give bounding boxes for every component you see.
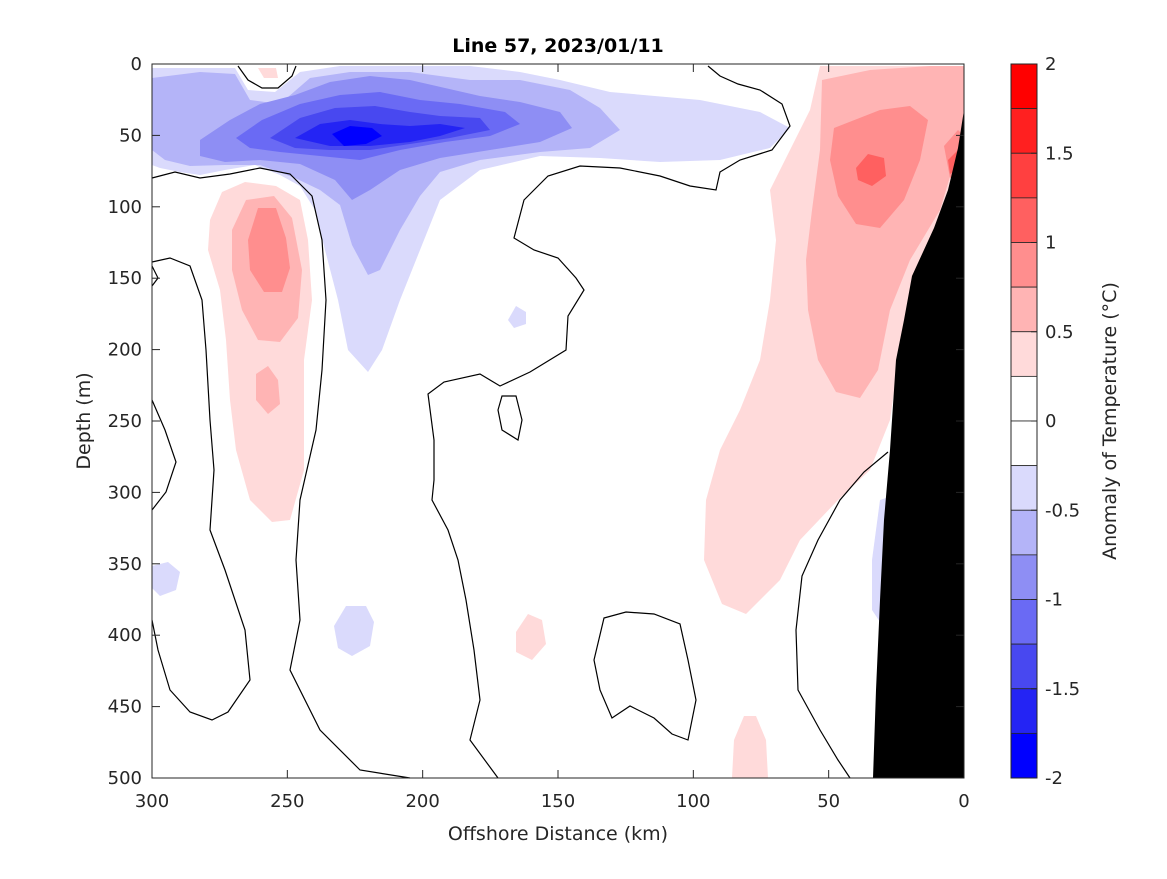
colorbar-label: Anomaly of Temperature (°C) — [1099, 282, 1121, 560]
colorbar-swatch — [1010, 420, 1038, 467]
cold-core — [332, 126, 382, 146]
zero-contour-2 — [151, 257, 251, 721]
colorbar-swatch — [1010, 465, 1038, 511]
colorbar-tick-label: 2 — [1045, 54, 1056, 75]
colorbar-swatch — [1010, 688, 1038, 734]
colorbar-swatch — [1010, 554, 1038, 600]
warm-patch-1 — [516, 614, 546, 660]
y-tick-label: 300 — [108, 482, 142, 503]
cold-patch-2 — [152, 562, 180, 596]
colorbar-swatch — [1010, 732, 1038, 779]
zero-contour-lines — [151, 65, 889, 779]
zero-contour-6 — [427, 65, 791, 779]
cold-patch-1 — [508, 306, 526, 328]
colorbar-swatch — [1010, 509, 1038, 556]
colorbar-swatch — [1010, 331, 1038, 377]
bathymetry-mask — [873, 110, 964, 778]
y-tick-label: 350 — [108, 554, 142, 575]
warm-offshore-3 — [248, 208, 290, 292]
colorbar-tick-label: 1.5 — [1045, 143, 1074, 164]
y-tick-label: 250 — [108, 411, 142, 432]
colorbar-tick-label: -2 — [1045, 768, 1063, 789]
zero-contour-3 — [151, 399, 177, 511]
zero-contour-7 — [497, 395, 523, 441]
colorbar-swatch — [1010, 286, 1038, 333]
colorbar-tick-label: 0 — [1045, 411, 1056, 432]
chart-title: Line 57, 2023/01/11 — [452, 35, 664, 57]
warm-patch-2 — [732, 716, 768, 778]
colorbar-tick-label: 1 — [1045, 233, 1056, 254]
colorbar-tick-label: 0.5 — [1045, 322, 1074, 343]
colorbar-swatch — [1010, 197, 1038, 243]
colorbar-tick-label: -0.5 — [1045, 500, 1080, 521]
x-axis: 300 250 200 150 100 50 0 — [135, 64, 970, 812]
x-tick-label: 100 — [676, 791, 710, 812]
y-tick-label: 0 — [131, 54, 142, 75]
zero-contour-8 — [593, 611, 697, 741]
x-tick-label: 300 — [135, 791, 169, 812]
colorbar-swatch — [1010, 108, 1038, 154]
colorbar-swatch — [1010, 242, 1038, 288]
colorbar — [1010, 63, 1038, 779]
colorbar-swatch — [1010, 63, 1038, 110]
anomaly-fill-layer — [152, 66, 964, 778]
colorbar-swatch — [1010, 152, 1038, 199]
cold-patch-3 — [334, 606, 374, 656]
x-axis-label: Offshore Distance (km) — [448, 823, 668, 845]
colorbar-ticks: 2 1.5 1 0.5 0 -0.5 -1 -1.5 -2 — [1031, 54, 1080, 789]
y-tick-label: 200 — [108, 340, 142, 361]
y-tick-label: 150 — [108, 268, 142, 289]
colorbar-tick-label: -1 — [1045, 590, 1063, 611]
x-tick-label: 200 — [405, 791, 439, 812]
colorbar-swatch — [1010, 599, 1038, 645]
y-axis-label: Depth (m) — [73, 372, 95, 469]
zero-contour-9 — [795, 451, 889, 779]
colorbar-swatch — [1010, 375, 1038, 422]
warm-offshore-5 — [258, 68, 278, 78]
y-tick-label: 450 — [108, 697, 142, 718]
x-tick-label: 250 — [270, 791, 304, 812]
plot-area — [151, 64, 964, 779]
zero-contour-1 — [151, 167, 411, 779]
warm-offshore-4 — [256, 366, 280, 414]
y-axis: 0 50 100 150 200 250 300 350 400 450 500 — [108, 54, 964, 789]
y-tick-label: 400 — [108, 625, 142, 646]
zero-contour-5 — [237, 65, 297, 89]
x-tick-label: 150 — [541, 791, 575, 812]
colorbar-tick-label: -1.5 — [1045, 679, 1080, 700]
warm-coastal-4 — [856, 154, 886, 186]
y-tick-label: 500 — [108, 768, 142, 789]
x-tick-label: 0 — [958, 791, 969, 812]
x-tick-label: 50 — [817, 791, 840, 812]
y-tick-label: 50 — [119, 125, 142, 146]
y-tick-label: 100 — [108, 197, 142, 218]
colorbar-swatch — [1010, 643, 1038, 690]
